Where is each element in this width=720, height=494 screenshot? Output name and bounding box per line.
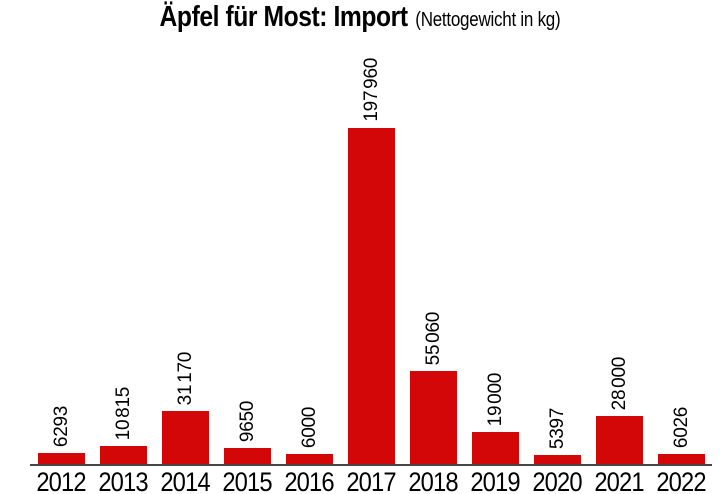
plot-area: 6293 10 815 31 170 9650 6000 197 960 55 060 19 … (30, 40, 712, 464)
x-tick-label: 2022 (656, 467, 706, 494)
x-tick-label: 2017 (346, 467, 396, 494)
bar-value-label: 5397 (546, 407, 568, 449)
bar (347, 128, 395, 464)
x-tick-label: 2018 (408, 467, 458, 494)
bar-column: 6000 (278, 407, 340, 464)
chart-title-row: Äpfel für Most: Import (Nettogewicht in … (54, 1, 666, 34)
x-tick-label: 2020 (532, 467, 582, 494)
bar (37, 453, 85, 464)
x-tick-label: 2019 (470, 467, 520, 494)
bar (99, 446, 147, 464)
x-axis-line (30, 464, 712, 466)
bar (161, 411, 209, 464)
x-tick-label: 2013 (98, 467, 148, 494)
chart-title: Äpfel für Most: Import (159, 1, 409, 33)
x-tick-label: 2021 (594, 467, 644, 494)
bar-column: 9650 (216, 401, 278, 464)
bar (471, 432, 519, 464)
bar-column: 28 000 (588, 357, 650, 464)
bar-value-label: 19 000 (484, 372, 506, 426)
bar-column: 197 960 (340, 58, 402, 464)
bar-column: 19 000 (464, 373, 526, 464)
chart-subtitle: (Nettogewicht in kg) (415, 9, 561, 31)
bar-column: 5397 (526, 408, 588, 464)
bar-column: 6293 (30, 406, 92, 464)
bar-value-label: 9650 (236, 400, 258, 442)
bar-value-label: 6026 (670, 406, 692, 448)
x-tick-label: 2014 (160, 467, 210, 494)
x-axis-labels: 2012 2013 2014 2015 2016 2017 2018 2019 2020 2021… (30, 466, 712, 494)
bar (285, 454, 333, 464)
bar-value-label: 31 170 (174, 351, 196, 405)
x-tick-label: 2015 (222, 467, 272, 494)
x-tick-label: 2016 (284, 467, 334, 494)
bar-value-label: 55 060 (422, 311, 444, 365)
bar-value-label: 28 000 (608, 356, 630, 410)
bar (595, 416, 643, 464)
bar (533, 455, 581, 464)
bar-column: 6026 (650, 407, 712, 464)
bar-value-label: 197 960 (360, 58, 382, 122)
bar (409, 371, 457, 464)
bar-value-label: 6000 (298, 406, 320, 448)
bar-column: 31 170 (154, 352, 216, 464)
x-tick-label: 2012 (36, 467, 86, 494)
bar-column: 10 815 (92, 387, 154, 464)
bar (223, 448, 271, 464)
bar-value-label: 6293 (50, 405, 72, 447)
bar-value-label: 10 815 (112, 386, 134, 440)
bar (657, 454, 705, 464)
bar-column: 55 060 (402, 312, 464, 464)
